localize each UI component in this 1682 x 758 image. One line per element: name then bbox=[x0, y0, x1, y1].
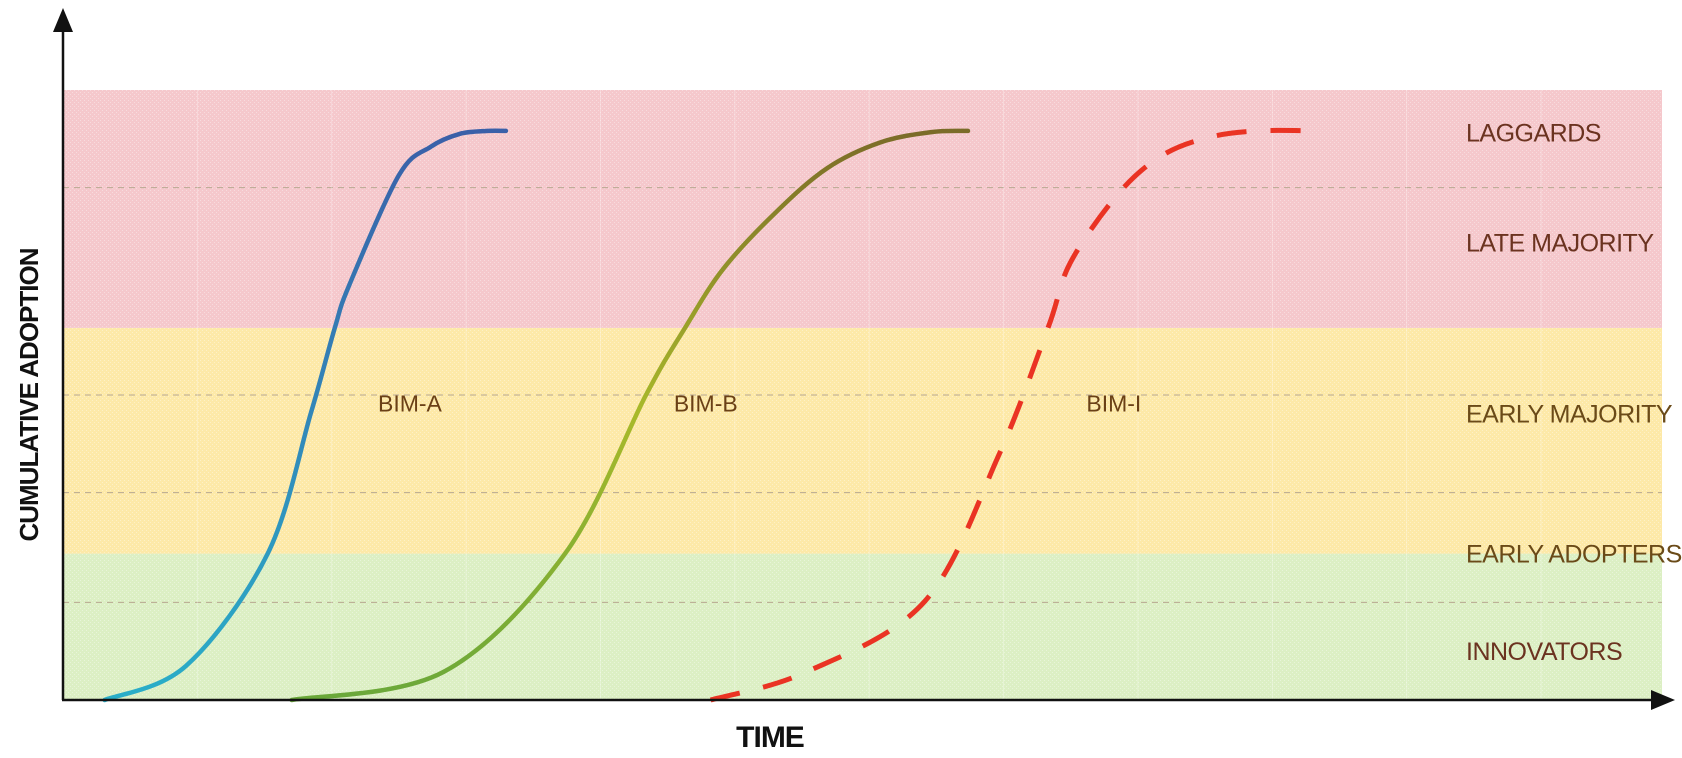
zone-texture bbox=[63, 90, 1662, 700]
series-line-bim-a bbox=[102, 128, 509, 703]
series-line-bim-b bbox=[289, 128, 971, 703]
band-label-late-majority: LATE MAJORITY bbox=[1466, 230, 1654, 258]
series-labels: BIM-A BIM-B BIM-I bbox=[378, 391, 1141, 417]
x-axis-arrow-icon bbox=[1651, 690, 1675, 710]
gridlines bbox=[63, 90, 1662, 700]
band-label-early-majority: EARLY MAJORITY bbox=[1466, 400, 1673, 428]
band-label-innovators: INNOVATORS bbox=[1466, 638, 1622, 666]
band-label-laggards: LAGGARDS bbox=[1466, 120, 1601, 148]
series-lines bbox=[102, 127, 1317, 703]
y-axis-arrow-icon bbox=[53, 8, 73, 32]
series-line-bim-i bbox=[709, 127, 1317, 703]
axes bbox=[53, 8, 1675, 710]
y-axis-title: CUMULATIVE ADOPTION bbox=[14, 248, 44, 541]
series-label-bim-i: BIM-I bbox=[1086, 391, 1141, 417]
series-label-bim-b: BIM-B bbox=[674, 391, 738, 417]
adoption-zones bbox=[63, 90, 1662, 700]
band-labels: INNOVATORS EARLY ADOPTERS EARLY MAJORITY LA… bbox=[1466, 120, 1682, 667]
x-axis-title: TIME bbox=[736, 721, 804, 754]
band-label-early-adopters: EARLY ADOPTERS bbox=[1466, 541, 1682, 569]
series-label-bim-a: BIM-A bbox=[378, 391, 443, 417]
